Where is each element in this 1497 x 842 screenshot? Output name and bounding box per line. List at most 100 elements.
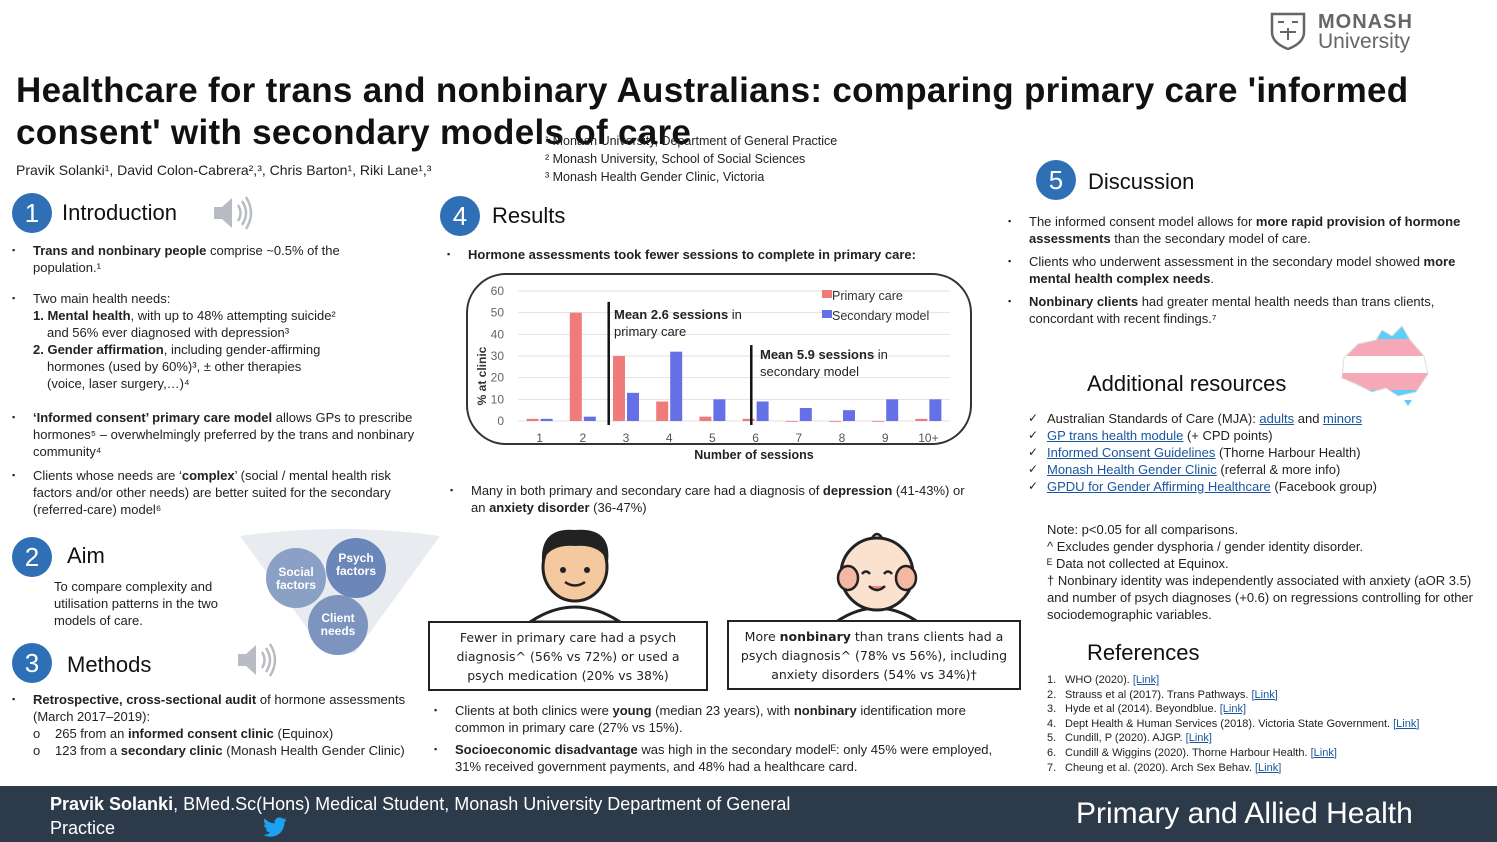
- reference-text: Hyde et al (2014). Beyondblue.: [1065, 703, 1220, 716]
- intro-title: Introduction: [62, 200, 177, 225]
- section-number-1: 1: [12, 193, 52, 233]
- chart-frame: [466, 273, 972, 445]
- check-icon: ✓: [1028, 411, 1039, 425]
- reference-item: 2. Strauss et al (2017). Trans Pathways. …: [1047, 688, 1487, 703]
- section-number-2: 2: [12, 537, 52, 577]
- check-icon: ✓: [1028, 445, 1039, 459]
- bar-primary: [829, 421, 841, 422]
- bar-primary: [915, 418, 928, 421]
- reference-link[interactable]: [Link]: [1251, 688, 1278, 701]
- reference-item: 7. Cheung et al. (2020). Arch Sex Behav. …: [1047, 761, 1487, 776]
- annotation-primary: Mean 2.6 sessions in primary care: [614, 306, 764, 340]
- resource-link[interactable]: GPDU for Gender Affirming Healthcare: [1047, 479, 1271, 494]
- intro-b2-head: Two main health needs:: [33, 291, 171, 306]
- annotation-secondary: Mean 5.9 sessions in secondary model: [760, 346, 910, 380]
- speaker-icon-methods[interactable]: [234, 640, 278, 685]
- results-title: Results: [492, 203, 566, 228]
- x-tick-label: 9: [882, 431, 889, 445]
- notes: Note: p<0.05 for all comparisons. ^ Excl…: [1047, 521, 1487, 623]
- bar-primary: [699, 416, 712, 421]
- monash-logo: MONASH University: [1318, 12, 1413, 52]
- methods-sub-1: o 265 from an informed consent clinic (Eq…: [33, 726, 334, 741]
- social-factors-label: Social factors: [275, 565, 316, 592]
- top-bar: [0, 0, 1497, 64]
- reference-number: 7.: [1047, 761, 1057, 774]
- intro-b4-bold: complex: [181, 468, 235, 483]
- legend-label-primary: Primary care: [832, 289, 903, 303]
- y-tick-label: 30: [491, 349, 505, 363]
- callout-left-text: Fewer in primary care had a psych diagno…: [456, 630, 680, 683]
- resource-link[interactable]: Informed Consent Guidelines: [1047, 445, 1216, 460]
- bar-primary: [785, 421, 798, 422]
- speaker-icon[interactable]: [210, 193, 254, 238]
- reference-item: 1. WHO (2020). [Link]: [1047, 673, 1487, 688]
- x-tick-label: 5: [709, 431, 716, 445]
- reference-link[interactable]: [Link]: [1310, 746, 1337, 759]
- footer-role: , BMed.Sc(Hons) Medical Student, Monash …: [50, 794, 791, 838]
- discussion-bullet-3: ▪ Nonbinary clients had greater mental h…: [1008, 294, 1435, 326]
- chart-heading: ▪ Hormone assessments took fewer session…: [447, 246, 967, 263]
- intro-bullet-2: ▪ Two main health needs: 1. Mental healt…: [12, 290, 432, 392]
- x-tick-label: 3: [623, 431, 630, 445]
- young-person-illustration: [520, 522, 630, 624]
- client-needs-circle: [308, 595, 368, 655]
- resource-link[interactable]: minors: [1323, 411, 1363, 426]
- bar-secondary: [929, 399, 942, 421]
- chart-heading-text: Hormone assessments took fewer sessions …: [468, 247, 916, 262]
- reference-text: Cundill, P (2020). AJGP.: [1065, 732, 1186, 745]
- intro-b4-pre: Clients whose needs are ‘: [33, 468, 182, 483]
- resource-link[interactable]: adults: [1259, 411, 1295, 426]
- resource-link[interactable]: Monash Health Gender Clinic: [1047, 462, 1217, 477]
- bar-primary: [872, 421, 885, 422]
- bar-primary: [656, 401, 669, 421]
- footer-department: Primary and Allied Health: [1076, 797, 1413, 830]
- aim-title: Aim: [67, 543, 105, 568]
- logo-line2: University: [1318, 30, 1411, 53]
- footer-bar: [0, 786, 1497, 842]
- reference-item: 5. Cundill, P (2020). AJGP. [Link]: [1047, 731, 1487, 746]
- y-tick-label: 0: [497, 414, 504, 428]
- intro-b2-l3-rest: , including gender-affirming: [163, 342, 321, 357]
- methods-b1-rest: of hormone assessments (March 2017–2019)…: [33, 692, 406, 724]
- reference-link[interactable]: [Link]: [1185, 732, 1212, 745]
- discussion-title: Discussion: [1088, 169, 1195, 194]
- section-number-3: 3: [12, 643, 52, 683]
- reference-link[interactable]: [Link]: [1393, 717, 1420, 730]
- x-tick-label: 10+: [918, 431, 938, 445]
- psych-factors-label: Psych factors: [335, 551, 376, 578]
- references-title: References: [1087, 640, 1200, 665]
- bar-primary: [526, 418, 539, 421]
- resources-title: Additional resources: [1087, 371, 1287, 396]
- affiliation-2: ² Monash University, School of Social Sc…: [545, 152, 806, 166]
- methods-title: Methods: [67, 652, 152, 677]
- twitter-icon[interactable]: [263, 817, 288, 842]
- affiliation-3: ³ Monash Health Gender Clinic, Victoria: [545, 170, 765, 184]
- resource-item: ✓ GP trans health module (+ CPD points): [1028, 427, 1488, 444]
- resource-text: and: [1294, 411, 1324, 426]
- reference-link[interactable]: [Link]: [1132, 674, 1160, 686]
- legend-label-secondary: Secondary model: [832, 309, 929, 323]
- resource-item: ✓ Monash Health Gender Clinic (referral &…: [1028, 461, 1488, 478]
- reference-link[interactable]: [Link]: [1254, 761, 1282, 774]
- y-tick-label: 20: [491, 371, 505, 385]
- resource-text: (Facebook group): [1270, 479, 1377, 494]
- intro-bullet-3: ▪ ‘Informed consent’ primary care model …: [12, 410, 415, 459]
- x-tick-label: 6: [752, 431, 759, 445]
- reference-link[interactable]: [Link]: [1219, 703, 1247, 716]
- bar-primary: [742, 418, 755, 421]
- reference-number: 2.: [1047, 688, 1057, 701]
- annot-primary-rest: in primary care: [614, 307, 742, 339]
- legend-swatch-secondary: [822, 310, 832, 318]
- reference-text: Dept Health & Human Services (2018). Vic…: [1065, 717, 1394, 730]
- methods-b1-bold: Retrospective, cross-sectional audit: [33, 692, 257, 707]
- resource-text: (+ CPD points): [1183, 428, 1273, 443]
- reference-number: 5.: [1047, 732, 1057, 745]
- resource-link[interactable]: GP trans health module: [1047, 428, 1184, 443]
- x-tick-label: 2: [579, 431, 586, 445]
- complexity-funnel-diagram: Social factors Psych factors Client need…: [240, 528, 440, 658]
- intro-b2-l3-bold: 2. Gender affirmation: [33, 342, 164, 357]
- baby-illustration: [822, 522, 932, 624]
- check-icon: ✓: [1028, 428, 1039, 442]
- y-tick-label: 40: [491, 327, 505, 341]
- callout-nonbinary-psych: More nonbinary than trans clients had a …: [727, 620, 1021, 690]
